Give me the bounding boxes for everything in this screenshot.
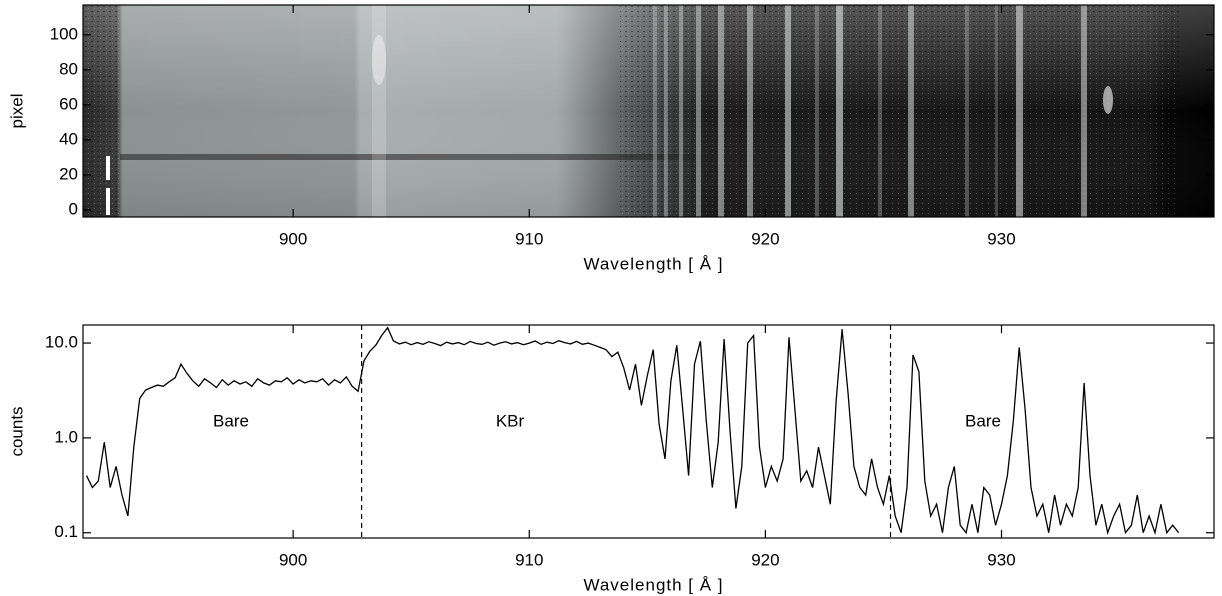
detector-image [83, 5, 1214, 217]
plot-frame [82, 324, 1215, 539]
x-tick-label: 930 [987, 550, 1015, 569]
y-tick-label: 10.0 [45, 333, 78, 352]
y-tick-label: 40 [59, 129, 78, 148]
y-axis-label: pixel [7, 94, 26, 129]
plot-frame [82, 4, 1215, 218]
x-tick-label: 920 [751, 550, 779, 569]
x-tick-label: 910 [515, 229, 543, 248]
region-label: KBr [496, 411, 525, 430]
x-axis-label: Wavelength [ Å ] [583, 254, 723, 273]
y-tick-label: 60 [59, 94, 78, 113]
y-tick-label: 0.1 [54, 522, 78, 541]
x-tick-label: 910 [515, 550, 543, 569]
region-label: Bare [965, 411, 1001, 430]
axes-layer: 900 910 920 930 0 20 40 60 80 100 Wavelength [ Å ]… [7, 4, 1215, 594]
y-tick-label: 80 [59, 59, 78, 78]
y-tick-label: 20 [59, 164, 78, 183]
spectrum-line [85, 326, 1180, 536]
x-tick-label: 930 [987, 229, 1015, 248]
y-tick-label: 100 [50, 24, 78, 43]
x-axis-label: Wavelength [ Å ] [583, 575, 723, 594]
x-tick-label: 900 [279, 550, 307, 569]
y-tick-label: 1.0 [54, 427, 78, 446]
y-axis-label: counts [7, 406, 26, 456]
region-label: Bare [213, 411, 249, 430]
y-tick-label: 0 [69, 199, 78, 218]
x-tick-label: 900 [279, 229, 307, 248]
x-tick-label: 920 [751, 229, 779, 248]
